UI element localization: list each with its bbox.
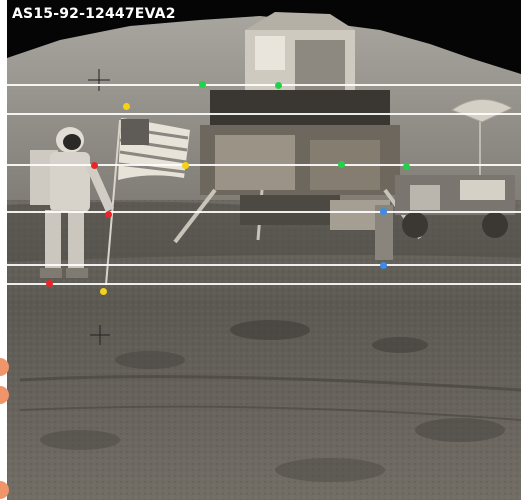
green-marker	[199, 81, 206, 88]
red-marker	[91, 162, 98, 169]
green-marker	[403, 163, 410, 170]
guide-line	[7, 164, 521, 166]
photo-title: AS15-92-12447EVA2	[12, 6, 176, 22]
yellow-marker	[182, 162, 189, 169]
yellow-marker	[123, 103, 130, 110]
guide-line	[7, 113, 521, 115]
astronaut	[30, 127, 115, 278]
circle-handle-icon[interactable]	[0, 386, 9, 404]
blue-marker	[380, 208, 387, 215]
guide-line	[7, 264, 521, 266]
red-marker	[46, 280, 53, 287]
guide-line	[7, 211, 521, 213]
red-marker	[105, 211, 112, 218]
circle-handle-icon[interactable]	[0, 481, 9, 499]
green-marker	[338, 161, 345, 168]
circle-handle-icon[interactable]	[0, 358, 9, 376]
yellow-marker	[100, 288, 107, 295]
green-marker	[275, 82, 282, 89]
blue-marker	[380, 262, 387, 269]
lunar-rover	[395, 99, 515, 238]
guide-line	[7, 283, 521, 285]
guide-line	[7, 84, 521, 86]
